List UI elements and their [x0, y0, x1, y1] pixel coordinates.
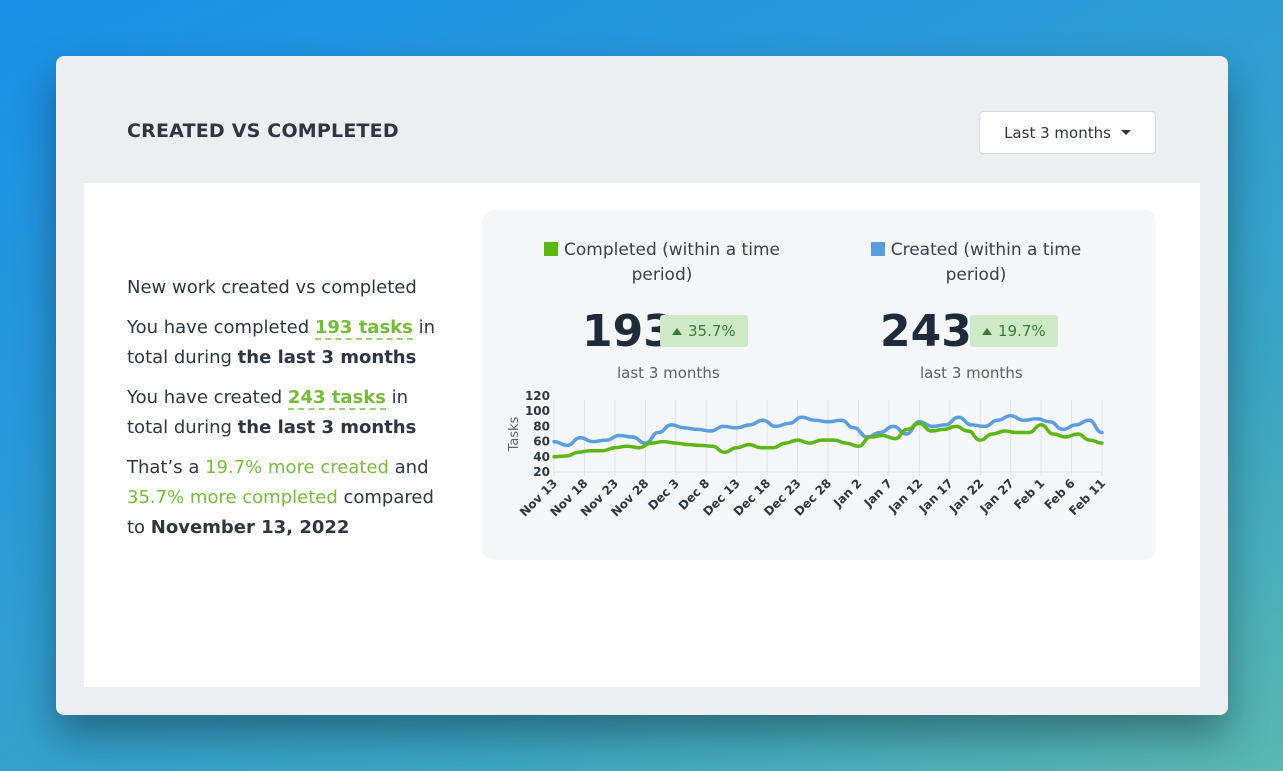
created-count: 243 — [880, 306, 972, 357]
series-line — [552, 421, 1104, 459]
x-tick-label: Feb 1 — [1011, 476, 1047, 512]
time-range-dropdown[interactable]: Last 3 months — [979, 111, 1156, 154]
created-tasks-link[interactable]: 243 tasks — [287, 387, 386, 410]
y-tick-label: 120 — [525, 389, 550, 403]
x-tick-label: Jan 17 — [916, 476, 956, 516]
y-tick-label: 60 — [533, 435, 550, 449]
created-change-badge: 19.7% — [970, 315, 1058, 347]
y-axis-label: Tasks — [507, 416, 522, 452]
arrow-up-icon — [982, 328, 992, 335]
content-panel: New work created vs completed You have c… — [84, 183, 1200, 687]
summary-text: New work created vs completed You have c… — [127, 273, 447, 553]
legend-completed[interactable]: Completed (within a time period) — [532, 238, 792, 288]
summary-comparison: That’s a 19.7% more created and 35.7% mo… — [127, 457, 434, 538]
x-tick-label: Jan 22 — [946, 476, 986, 516]
time-range-label: Last 3 months — [1004, 123, 1111, 142]
card-title: CREATED VS COMPLETED — [127, 120, 399, 142]
x-tick-label: Jan 2 — [830, 476, 864, 510]
y-tick-label: 40 — [533, 450, 550, 464]
summary-heading: New work created vs completed — [127, 277, 417, 298]
x-tick-label: Dec 3 — [645, 476, 682, 513]
completed-change-badge: 35.7% — [660, 315, 748, 347]
created-vs-completed-card: CREATED VS COMPLETED Last 3 months New w… — [56, 56, 1228, 715]
chart-container: Completed (within a time period) Created… — [482, 210, 1156, 560]
y-tick-label: 20 — [533, 465, 550, 479]
summary-created: You have created 243 tasks in total duri… — [127, 387, 417, 438]
created-swatch — [870, 242, 885, 256]
completed-swatch — [544, 242, 559, 256]
caret-down-icon — [1120, 130, 1131, 135]
x-tick-label: Jan 27 — [976, 476, 1016, 516]
completed-count: 193 — [582, 306, 674, 357]
completed-period: last 3 months — [617, 364, 720, 382]
y-tick-label: 80 — [533, 419, 550, 433]
completed-tasks-link[interactable]: 193 tasks — [314, 317, 413, 340]
created-period: last 3 months — [920, 364, 1023, 382]
legend-created[interactable]: Created (within a time period) — [846, 238, 1106, 288]
y-tick-label: 100 — [525, 404, 550, 418]
x-tick-label: Jan 12 — [885, 476, 925, 516]
summary-completed: You have completed 193 tasks in total du… — [127, 317, 435, 368]
arrow-up-icon — [672, 328, 682, 335]
series-line — [552, 414, 1104, 448]
